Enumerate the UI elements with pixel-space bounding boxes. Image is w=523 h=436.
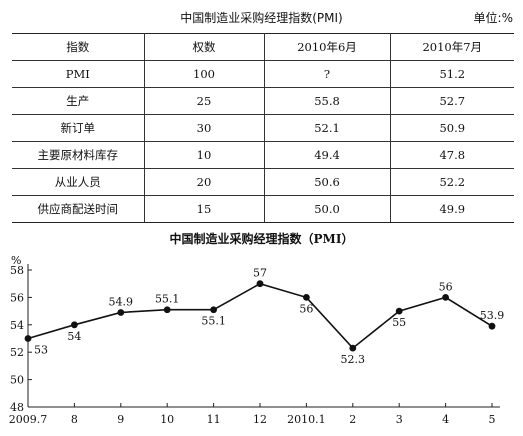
y-tick-label: 56	[10, 291, 24, 304]
x-tick-label: 10	[160, 413, 174, 426]
table-cell: 50.0	[263, 195, 391, 223]
table-row: PMI 100 ? 51.2	[12, 60, 514, 88]
table-title: 中国制造业采购经理指数(PMI)	[180, 11, 343, 25]
data-label: 56	[439, 280, 453, 293]
y-tick-label: 52	[10, 346, 24, 359]
y-tick-label: 58	[10, 264, 24, 277]
data-point	[395, 307, 403, 315]
table-row: 生产 25 55.8 52.7	[12, 87, 514, 115]
data-point	[349, 344, 357, 352]
y-tick-label: 54	[10, 319, 24, 332]
table-cell: 20	[143, 168, 265, 196]
table-cell: 供应商配送时间	[12, 195, 145, 223]
table-unit: 单位:%	[473, 11, 513, 25]
data-label: 57	[253, 267, 267, 280]
x-tick-label: 9	[117, 413, 124, 426]
data-point	[488, 322, 496, 330]
table-cell: 51.2	[389, 60, 514, 88]
x-tick-label: 8	[71, 413, 78, 426]
data-label: 53	[34, 344, 48, 357]
x-tick-label: 2010.1	[287, 413, 326, 426]
data-label: 55.1	[155, 293, 180, 306]
chart-title: 中国制造业采购经理指数（PMI）	[169, 232, 354, 246]
data-point	[442, 294, 449, 301]
table-cell: 49.4	[263, 141, 391, 169]
table-cell: 100	[143, 60, 265, 88]
table-cell: 52.2	[389, 168, 514, 196]
table-cell: 30	[143, 114, 265, 142]
data-point	[71, 321, 78, 329]
table-row: 供应商配送时间 15 50.0 49.9	[12, 195, 514, 223]
y-axis-unit-label: %	[11, 254, 21, 267]
data-point	[303, 294, 310, 301]
table-row: 主要原材料库存 10 49.4 47.8	[12, 141, 514, 169]
table-cell: 新订单	[12, 114, 145, 142]
series-line	[27, 282, 493, 350]
data-point	[117, 309, 125, 316]
x-tick-label: 2009.7	[9, 413, 48, 426]
data-label: 53.9	[480, 309, 505, 322]
header-cell: 2010年6月	[263, 33, 391, 61]
x-tick-label: 4	[442, 413, 449, 426]
y-tick-label: 48	[10, 401, 24, 414]
data-label: 55	[392, 316, 406, 329]
y-tick-label: 50	[10, 374, 24, 387]
x-tick-label: 5	[489, 413, 496, 426]
data-point	[24, 335, 32, 342]
data-label: 56	[299, 302, 313, 315]
table-cell: 15	[143, 195, 265, 223]
x-tick-label: 3	[396, 413, 403, 426]
table-cell: 10	[143, 141, 265, 169]
table-cell: 50.6	[263, 168, 391, 196]
table-cell: 50.9	[389, 114, 514, 142]
data-point	[256, 280, 264, 288]
data-point	[210, 306, 218, 314]
data-label: 52.3	[341, 353, 366, 366]
table-cell: 25	[143, 87, 265, 115]
table-cell: 49.9	[389, 195, 514, 223]
data-label: 54.9	[109, 295, 134, 308]
table-cell: PMI	[12, 60, 145, 88]
pmi-table: 指数 权数 2010年6月 2010年7月 PMI 100 ? 51.2 生产 …	[12, 33, 514, 223]
table-row: 新订单 30 52.1 50.9	[12, 114, 514, 142]
table-header-row: 指数 权数 2010年6月 2010年7月	[12, 33, 514, 61]
x-tick-label: 11	[207, 413, 221, 426]
data-label: 55.1	[201, 315, 226, 328]
table-cell: 52.7	[389, 87, 514, 115]
data-label: 54	[67, 330, 81, 343]
data-point	[163, 306, 171, 314]
x-tick-label: 2	[349, 413, 356, 426]
x-tick-label: 12	[253, 413, 267, 426]
